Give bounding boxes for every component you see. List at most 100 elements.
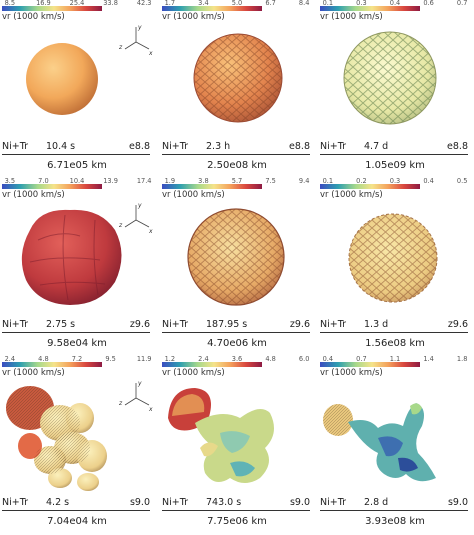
scale-label: 4.70e06 km bbox=[207, 338, 267, 349]
colorbar-ticks: 2.4 4.8 7.2 9.5 11.9 bbox=[4, 355, 152, 363]
explosion-render bbox=[187, 208, 285, 306]
elements-label: Ni+Tr bbox=[162, 497, 189, 508]
elements-label: Ni+Tr bbox=[162, 141, 189, 152]
colorbar-tick: 17.4 bbox=[136, 177, 152, 185]
model-label: s9.0 bbox=[447, 497, 468, 508]
scale-label: 1.05e09 km bbox=[365, 160, 425, 171]
colorbar-tick: 33.8 bbox=[103, 0, 118, 7]
time-label: 2.75 s bbox=[46, 319, 76, 330]
axis-y-label: y bbox=[137, 380, 142, 387]
colorbar-ticks: 0.4 0.7 1.1 1.4 1.8 bbox=[322, 355, 468, 363]
panel-3: 0.1 0.3 0.4 0.6 0.7 vr (1000 km/s) Ni+Tr 4.7… bbox=[318, 0, 472, 176]
colorbar-label: vr (1000 km/s) bbox=[320, 368, 383, 378]
colorbar-label: vr (1000 km/s) bbox=[162, 190, 225, 200]
scale-label: 1.56e08 km bbox=[365, 338, 425, 349]
elements-label: Ni+Tr bbox=[2, 497, 29, 508]
axis-y-label: y bbox=[137, 24, 142, 31]
colorbar-tick: 0.2 bbox=[356, 177, 367, 185]
colorbar-tick: 7.0 bbox=[38, 177, 49, 185]
elements-label: Ni+Tr bbox=[320, 141, 347, 152]
orientation-axes: y x z bbox=[118, 380, 153, 412]
colorbar-tick: 0.1 bbox=[322, 0, 334, 7]
colorbar-tick: 4.8 bbox=[265, 355, 276, 363]
scale-bar bbox=[162, 154, 310, 155]
time-label: 4.2 s bbox=[46, 497, 70, 508]
time-label: 187.95 s bbox=[206, 319, 248, 330]
explosion-render bbox=[193, 33, 283, 123]
colorbar bbox=[320, 362, 420, 367]
colorbar-tick: 10.4 bbox=[69, 177, 85, 185]
colorbar-ticks: 0.1 0.3 0.4 0.6 0.7 bbox=[322, 0, 468, 7]
colorbar-tick: 1.8 bbox=[456, 355, 468, 363]
colorbar-tick: 9.4 bbox=[298, 177, 310, 185]
scale-label: 7.75e06 km bbox=[207, 516, 267, 527]
scale-label: 6.71e05 km bbox=[47, 160, 107, 171]
colorbar-tick: 3.4 bbox=[198, 0, 209, 7]
time-label: 743.0 s bbox=[206, 497, 242, 508]
colorbar bbox=[2, 362, 102, 367]
axis-y-label: y bbox=[137, 202, 142, 209]
colorbar-tick: 0.7 bbox=[456, 0, 468, 7]
model-label: z9.6 bbox=[447, 319, 468, 330]
explosion-render bbox=[343, 31, 437, 125]
panel-4: 3.5 7.0 10.4 13.9 17.4 vr (1000 km/s) y x z … bbox=[0, 177, 154, 354]
colorbar-tick: 1.9 bbox=[164, 177, 176, 185]
colorbar bbox=[320, 184, 420, 189]
model-label: z9.6 bbox=[129, 319, 150, 330]
colorbar-tick: 0.5 bbox=[456, 177, 468, 185]
scale-bar bbox=[2, 510, 150, 511]
axis-x-label: x bbox=[148, 228, 153, 234]
orientation-axes: y x z bbox=[118, 202, 153, 234]
axis-x-label: x bbox=[148, 406, 153, 412]
orientation-axes: y x z bbox=[118, 24, 153, 56]
scale-bar bbox=[2, 154, 150, 155]
panel-6: 0.1 0.2 0.3 0.4 0.5 vr (1000 km/s) Ni+Tr 1.3… bbox=[318, 177, 472, 354]
explosion-render bbox=[6, 386, 107, 491]
panel-9: 0.4 0.7 1.1 1.4 1.8 vr (1000 km/s) Ni+Tr 2.8… bbox=[318, 355, 472, 532]
colorbar-tick: 0.7 bbox=[356, 355, 367, 363]
elements-label: Ni+Tr bbox=[320, 497, 347, 508]
elements-label: Ni+Tr bbox=[2, 141, 29, 152]
explosion-render bbox=[348, 213, 438, 303]
scale-bar bbox=[162, 332, 310, 333]
colorbar-tick: 0.4 bbox=[423, 177, 434, 185]
model-label: e8.8 bbox=[129, 141, 150, 152]
colorbar-tick: 0.1 bbox=[322, 177, 334, 185]
colorbar-tick: 1.4 bbox=[423, 355, 434, 363]
panel-1: 8.5 16.9 25.4 33.8 42.3 vr (1000 km/s) y x z… bbox=[0, 0, 154, 176]
colorbar bbox=[320, 6, 420, 11]
panel-2: 1.7 3.4 5.0 6.7 8.4 vr (1000 km/s) Ni+Tr 2.3… bbox=[160, 0, 314, 176]
colorbar-label: vr (1000 km/s) bbox=[162, 368, 225, 378]
explosion-render bbox=[323, 403, 436, 482]
colorbar bbox=[162, 362, 262, 367]
colorbar bbox=[162, 6, 262, 11]
colorbar-tick: 0.4 bbox=[322, 355, 334, 363]
colorbar-label: vr (1000 km/s) bbox=[320, 190, 383, 200]
model-label: z9.6 bbox=[289, 319, 310, 330]
model-label: e8.8 bbox=[447, 141, 468, 152]
colorbar-label: vr (1000 km/s) bbox=[320, 12, 383, 22]
time-label: 10.4 s bbox=[46, 141, 76, 152]
colorbar-label: vr (1000 km/s) bbox=[162, 12, 225, 22]
colorbar-ticks: 1.2 2.4 3.6 4.8 6.0 bbox=[164, 355, 310, 363]
model-label: e8.8 bbox=[289, 141, 310, 152]
axis-z-label: z bbox=[118, 400, 123, 407]
colorbar-tick: 25.4 bbox=[69, 0, 85, 7]
colorbar-tick: 6.0 bbox=[298, 355, 310, 363]
axis-z-label: z bbox=[118, 44, 123, 51]
colorbar-tick: 5.0 bbox=[231, 0, 243, 7]
colorbar bbox=[2, 6, 102, 11]
colorbar-tick: 1.7 bbox=[164, 0, 176, 7]
colorbar-label: vr (1000 km/s) bbox=[2, 190, 65, 200]
elements-label: Ni+Tr bbox=[2, 319, 29, 330]
colorbar bbox=[162, 184, 262, 189]
colorbar-tick: 5.7 bbox=[231, 177, 243, 185]
time-label: 2.3 h bbox=[206, 141, 231, 152]
scale-bar bbox=[320, 510, 468, 511]
colorbar-ticks: 1.7 3.4 5.0 6.7 8.4 bbox=[164, 0, 310, 7]
scale-bar bbox=[320, 332, 468, 333]
colorbar-tick: 3.6 bbox=[231, 355, 243, 363]
colorbar-tick: 8.5 bbox=[4, 0, 16, 7]
explosion-render bbox=[21, 209, 122, 305]
scale-label: 3.93e08 km bbox=[365, 516, 425, 527]
